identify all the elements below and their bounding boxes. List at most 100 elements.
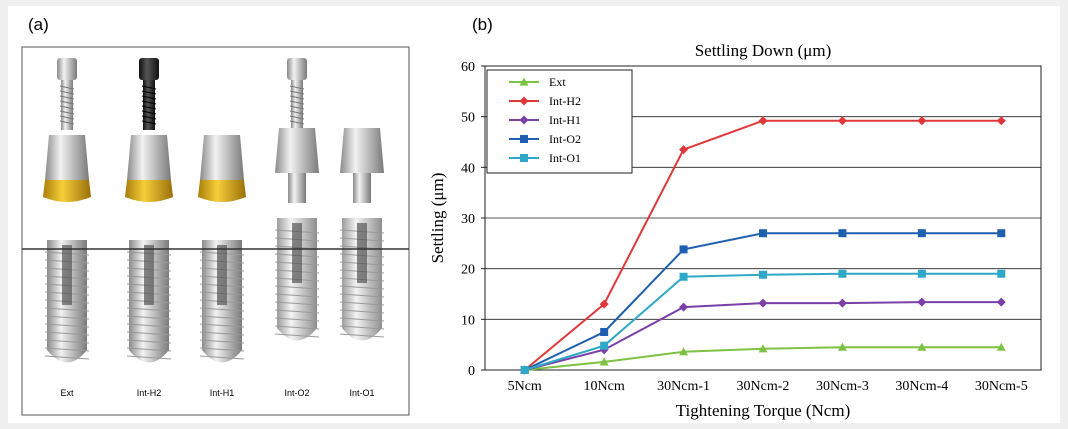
- abutment-neck: [353, 173, 371, 203]
- thread: [274, 309, 320, 314]
- plot-area: [484, 65, 1042, 371]
- x-tick-label: 5Ncm: [508, 379, 542, 394]
- thread: [126, 355, 172, 360]
- y-tick-label: 30: [461, 212, 475, 227]
- thread: [141, 105, 157, 110]
- thread: [141, 120, 157, 125]
- panel-label: (b): [472, 15, 493, 34]
- marker: [917, 342, 927, 351]
- thread: [126, 347, 172, 352]
- marker: [679, 347, 689, 356]
- thread: [274, 293, 320, 298]
- inner-screw: [144, 245, 154, 305]
- marker: [996, 116, 1006, 126]
- thread: [44, 323, 90, 328]
- marker: [520, 135, 528, 143]
- thread: [289, 105, 305, 110]
- marker: [519, 96, 529, 106]
- collar: [125, 180, 173, 202]
- marker: [837, 116, 847, 126]
- marker: [599, 357, 609, 366]
- thread: [289, 100, 305, 105]
- abutment: [275, 128, 319, 173]
- y-tick-label: 40: [461, 161, 475, 176]
- thread: [199, 331, 245, 336]
- screw-head: [287, 58, 307, 80]
- y-tick-label: 60: [461, 60, 475, 75]
- thread: [199, 355, 245, 360]
- abutment-neck: [288, 173, 306, 203]
- marker: [520, 154, 528, 162]
- thread: [199, 315, 245, 320]
- legend-label: Ext: [549, 75, 566, 89]
- legend-label: Int-H2: [549, 94, 581, 108]
- thread: [339, 301, 385, 306]
- marker: [996, 342, 1006, 351]
- thread: [59, 115, 75, 120]
- marker: [758, 344, 768, 353]
- marker: [838, 269, 847, 278]
- x-tick-label: 30Ncm-4: [895, 379, 948, 394]
- screw-shaft: [143, 80, 155, 130]
- marker: [679, 302, 689, 312]
- thread: [44, 331, 90, 336]
- abutment: [200, 135, 244, 180]
- marker: [997, 229, 1006, 238]
- marker: [600, 341, 609, 350]
- x-tick-label: 30Ncm-3: [816, 379, 869, 394]
- thread: [274, 285, 320, 290]
- marker: [519, 77, 529, 86]
- thread: [141, 95, 157, 100]
- thread: [59, 85, 75, 90]
- thread: [141, 100, 157, 105]
- implant-label: Int-O2: [284, 388, 309, 398]
- marker: [997, 269, 1006, 278]
- x-tick-label: 30Ncm-1: [657, 379, 710, 394]
- abutment: [340, 128, 384, 173]
- screw-head: [139, 58, 159, 80]
- marker: [600, 328, 609, 336]
- thread: [59, 100, 75, 105]
- legend-label: Int-O2: [549, 132, 581, 146]
- implant-label: Ext: [60, 388, 74, 398]
- thread: [199, 339, 245, 344]
- thread: [289, 110, 305, 115]
- thread: [289, 120, 305, 125]
- thread: [289, 95, 305, 100]
- thread: [44, 355, 90, 360]
- thread: [289, 115, 305, 120]
- marker: [519, 115, 529, 125]
- thread: [126, 307, 172, 312]
- thread: [339, 309, 385, 314]
- marker: [759, 229, 767, 238]
- collar: [43, 180, 91, 202]
- thread: [59, 105, 75, 110]
- thread: [141, 90, 157, 95]
- y-tick-label: 50: [461, 111, 475, 126]
- inner-screw: [357, 223, 367, 283]
- inner-screw: [217, 245, 227, 305]
- abutment: [127, 135, 171, 180]
- thread: [44, 347, 90, 352]
- thread: [339, 285, 385, 290]
- thread: [44, 339, 90, 344]
- collar: [198, 180, 246, 202]
- thread: [44, 315, 90, 320]
- screw-shaft: [61, 80, 73, 130]
- thread: [126, 315, 172, 320]
- marker: [837, 342, 847, 351]
- legend-box: [486, 69, 633, 174]
- marker: [838, 229, 847, 238]
- marker: [917, 229, 926, 238]
- thread: [126, 339, 172, 344]
- thread: [141, 85, 157, 90]
- thread: [59, 95, 75, 100]
- inner-screw: [292, 223, 302, 283]
- thread: [59, 120, 75, 125]
- thread: [141, 110, 157, 115]
- marker: [758, 298, 768, 308]
- thread: [274, 325, 320, 330]
- thread: [141, 115, 157, 120]
- marker: [520, 366, 529, 374]
- marker: [758, 116, 768, 126]
